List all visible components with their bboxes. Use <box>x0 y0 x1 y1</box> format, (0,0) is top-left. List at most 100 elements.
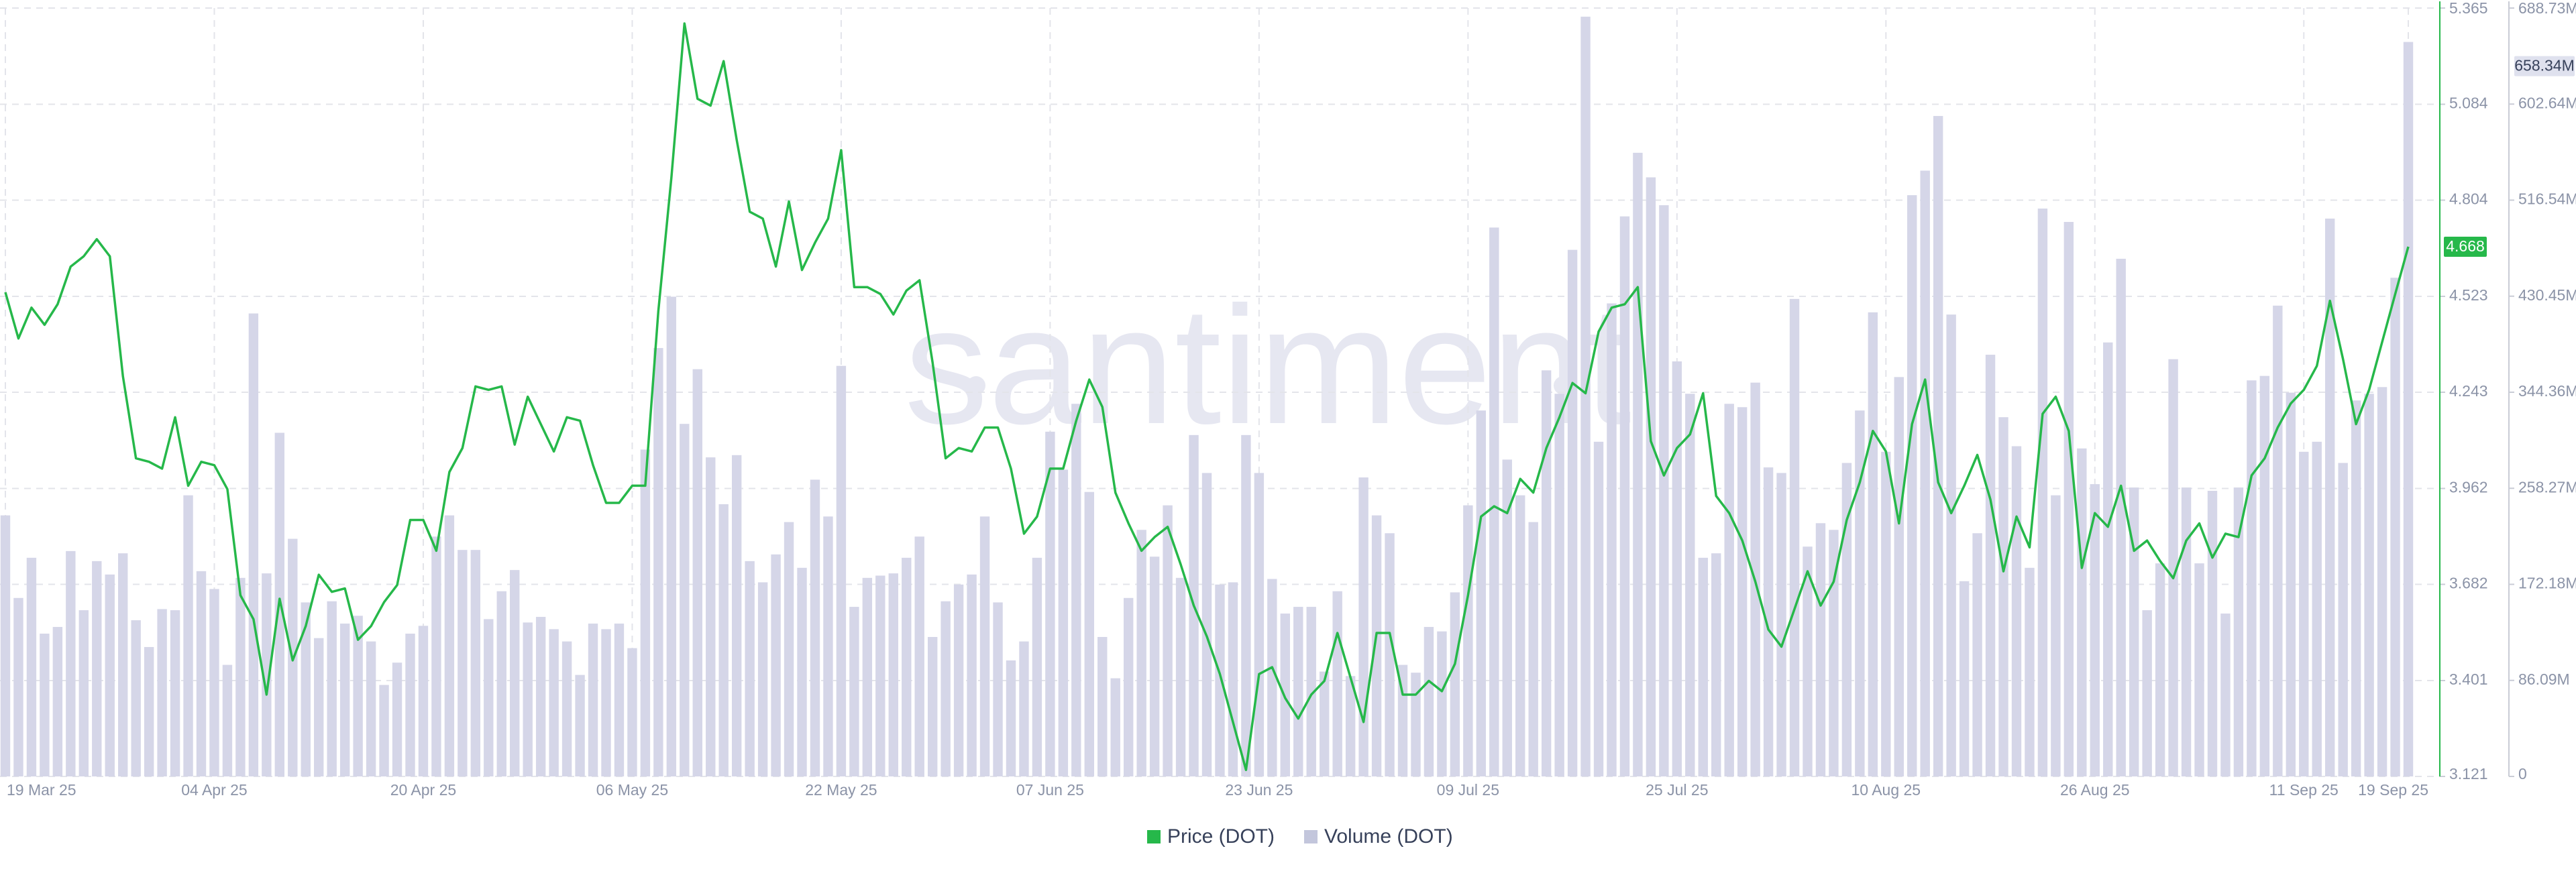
volume-bar <box>953 584 964 776</box>
volume-bar <box>680 424 690 776</box>
volume-bar <box>1032 557 1042 776</box>
volume-bar <box>510 570 520 776</box>
volume-bar <box>1672 361 1682 776</box>
volume-bar <box>2181 487 2192 776</box>
legend-swatch <box>1304 830 1318 843</box>
volume-bar <box>2025 567 2035 776</box>
volume-bar <box>1228 582 1238 776</box>
y2-tick-label: 688.73M <box>2518 0 2576 17</box>
volume-bar <box>1567 249 1578 776</box>
volume-bar <box>627 648 637 776</box>
last-volume-label: 658.34M <box>2514 57 2575 74</box>
volume-bar <box>2233 487 2244 776</box>
volume-bar <box>444 515 455 776</box>
volume-bar <box>1554 394 1564 776</box>
volume-bar <box>1097 637 1108 776</box>
volume-bar <box>222 664 233 776</box>
volume-bar <box>496 591 506 776</box>
volume-bar <box>1175 577 1186 776</box>
volume-bar <box>902 557 912 776</box>
volume-bar <box>2077 448 2087 776</box>
x-tick-label: 22 May 25 <box>805 781 877 799</box>
volume-bar <box>0 515 11 776</box>
volume-bar <box>1306 607 1316 776</box>
volume-bar <box>1789 298 1800 776</box>
y-tick-label: 5.084 <box>2449 95 2488 112</box>
volume-bar <box>1424 627 1434 776</box>
volume-bar <box>1972 533 1982 776</box>
volume-bar <box>2037 209 2048 776</box>
volume-bar <box>1593 441 1604 776</box>
volume-bar <box>2168 359 2178 776</box>
y-tick-label: 5.365 <box>2449 0 2488 17</box>
volume-bar <box>248 313 259 776</box>
volume-bar <box>1776 473 1786 776</box>
y2-tick-label: 0 <box>2518 765 2527 782</box>
volume-bar <box>1385 533 1395 776</box>
volume-bar <box>1045 431 1055 776</box>
x-tick-label: 10 Aug 25 <box>1851 781 1921 799</box>
volume-bar <box>718 504 729 776</box>
y2-tick-label: 258.27M <box>2518 478 2576 495</box>
volume-bar <box>1881 451 1891 776</box>
last-price-label: 4.668 <box>2446 237 2485 255</box>
volume-bar <box>105 574 115 776</box>
volume-bar <box>1241 434 1251 776</box>
volume-bar <box>1803 546 1813 776</box>
volume-bar <box>692 369 702 776</box>
volume-bar <box>26 557 37 776</box>
volume-bar <box>561 641 572 776</box>
volume-bar <box>1280 614 1291 776</box>
volume-bar <box>2051 495 2061 776</box>
volume-bar <box>601 629 611 776</box>
volume-bar <box>1084 491 1094 776</box>
volume-bar <box>653 348 663 776</box>
volume-bar <box>1320 671 1330 776</box>
volume-bar <box>431 536 441 776</box>
volume-bar <box>40 634 50 776</box>
volume-bar <box>575 675 585 776</box>
volume-bar <box>118 553 128 776</box>
volume-bar <box>66 550 76 776</box>
volume-bar <box>92 561 102 776</box>
volume-bar <box>131 620 141 776</box>
volume-bar <box>2063 222 2074 776</box>
volume-bar <box>823 516 833 776</box>
watermark-group: santiment <box>904 272 1631 459</box>
volume-bar <box>2194 563 2204 776</box>
volume-bar <box>2155 563 2165 776</box>
volume-bar <box>2103 342 2113 777</box>
volume-bar <box>1397 664 1408 776</box>
x-tick-label: 25 Jul 25 <box>1646 781 1708 799</box>
x-tick-label: 20 Apr 25 <box>390 781 456 799</box>
volume-bar <box>771 554 781 776</box>
volume-bar <box>549 629 559 776</box>
volume-bar <box>1646 177 1656 777</box>
volume-bar <box>706 457 716 776</box>
volume-bar <box>327 601 337 776</box>
volume-bar <box>862 577 873 776</box>
volume-bar <box>1841 463 1852 776</box>
volume-bar <box>2273 305 2283 776</box>
volume-bar <box>1450 592 1460 776</box>
volume-bar <box>810 479 820 776</box>
volume-bar <box>353 616 363 776</box>
y-tick-label: 4.804 <box>2449 190 2488 208</box>
volume-bar <box>927 637 938 776</box>
volume-bar <box>1006 660 1016 776</box>
volume-bar <box>1254 473 1265 776</box>
volume-bar <box>1959 581 1970 776</box>
y2-tick-label: 516.54M <box>2518 190 2576 208</box>
volume-bar <box>535 617 546 776</box>
y-tick-label: 3.121 <box>2449 765 2488 782</box>
volume-bar <box>1685 394 1695 776</box>
y2-tick-label: 430.45M <box>2518 286 2576 304</box>
legend-label: Volume (DOT) <box>1324 825 1453 848</box>
x-tick-label: 11 Sep 25 <box>2269 781 2339 799</box>
volume-bar <box>1907 195 1917 777</box>
volume-bar <box>2286 392 2296 776</box>
x-tick-label: 09 Jul 25 <box>1437 781 1499 799</box>
volume-bar <box>2090 484 2100 776</box>
volume-bar <box>1933 115 1943 777</box>
